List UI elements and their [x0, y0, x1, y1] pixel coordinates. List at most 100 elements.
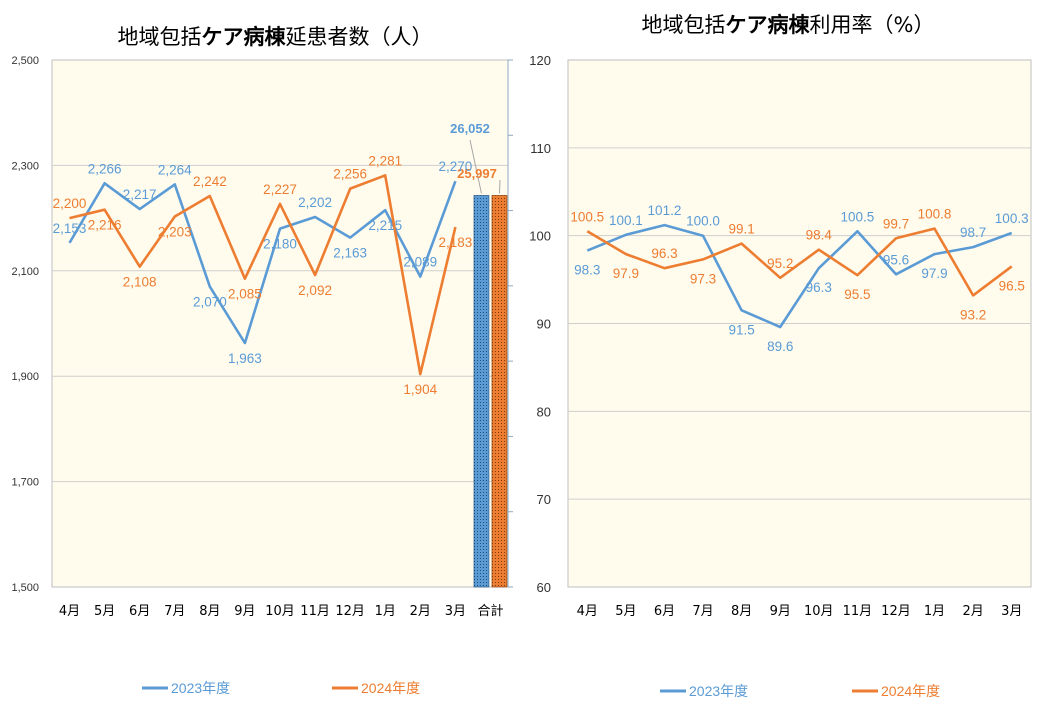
x-tick-label: 9月 [770, 604, 791, 619]
utilization-legend: 2023年度 2024年度 [660, 683, 940, 699]
patients-legend: 2023年度 2024年度 [142, 680, 420, 696]
y-tick-label: 1,900 [11, 371, 39, 383]
utilization-x-axis: 4月 5月 6月 7月 8月 9月 10月 11月 12月 1月 2月 3月 [577, 604, 1023, 619]
x-tick-label: 5月 [94, 604, 115, 619]
utilization-chart-title: 地域包括ケア病棟利用率（%） [642, 13, 935, 37]
data-label: 2,217 [123, 187, 157, 202]
x-tick-label: 9月 [234, 604, 255, 619]
data-label: 99.1 [728, 222, 754, 237]
x-tick-label: 8月 [199, 604, 220, 619]
data-label: 97.9 [613, 266, 639, 281]
series-line-2023年度 [586, 223, 1013, 329]
data-label: 95.2 [767, 256, 793, 271]
data-label: 2,153 [53, 221, 87, 236]
data-label: 2,200 [53, 196, 87, 211]
data-label: 2,108 [123, 275, 157, 290]
data-label: 2,180 [263, 237, 297, 252]
utilization-data-labels: 98.3 100.1 101.2 100.0 91.5 89.6 96.3 100.5 95.6… [570, 203, 1028, 354]
data-label: 1,963 [228, 351, 262, 366]
y-tick-label: 1,500 [11, 582, 39, 594]
y-tick-label: 120 [529, 53, 551, 68]
legend-2023-label: 2023年度 [689, 683, 748, 699]
data-label: 2,085 [228, 287, 262, 302]
data-label: 101.2 [648, 203, 682, 218]
utilization-title-part-2: ケア病棟 [726, 13, 811, 37]
utilization-y-axis: 60 70 80 90 100 110 120 [529, 53, 551, 595]
series-line-2024年度 [69, 174, 457, 376]
x-tick-label: 11月 [843, 604, 873, 619]
total-label-2023: 26,052 [450, 121, 490, 136]
x-tick-label: 6月 [129, 604, 150, 619]
legend-2023-label: 2023年度 [171, 680, 230, 696]
total-bar-2023年度 [473, 195, 490, 588]
data-label: 100.5 [840, 209, 874, 224]
x-tick-label: 10月 [265, 604, 295, 619]
x-tick-label: 合計 [477, 603, 503, 619]
total-leader-line [469, 139, 482, 194]
data-label: 93.2 [960, 307, 986, 322]
data-label: 2,266 [88, 161, 122, 176]
x-tick-label: 6月 [654, 604, 675, 619]
patients-secondary-axis [507, 59, 513, 588]
series-line-2023年度 [68, 180, 457, 345]
data-label: 98.7 [960, 225, 986, 240]
data-label: 2,163 [333, 246, 367, 261]
patients-title-part-1: 地域包括 [118, 25, 202, 49]
utilization-chart: 地域包括ケア病棟利用率（%） 60 70 80 90 100 110 120 98.3 100… [529, 13, 1032, 619]
data-label: 96.5 [999, 278, 1025, 293]
y-tick-label: 60 [537, 580, 551, 595]
utilization-title-part-1: 地域包括 [642, 13, 726, 37]
legend-2024-label: 2024年度 [881, 683, 940, 699]
data-label: 96.3 [806, 280, 832, 295]
data-label: 2,270 [438, 159, 472, 174]
x-tick-label: 11月 [300, 604, 330, 619]
x-tick-label: 5月 [615, 604, 636, 619]
legend-2024-label: 2024年度 [361, 680, 420, 696]
total-leader-line [498, 179, 501, 194]
y-tick-label: 2,100 [11, 266, 39, 278]
x-tick-label: 1月 [375, 604, 396, 619]
data-label: 2,202 [298, 195, 332, 210]
x-tick-label: 10月 [804, 604, 834, 619]
utilization-title-part-3: 利用率（%） [810, 13, 935, 37]
total-label-2024: 25,997 [457, 166, 497, 181]
data-label: 97.3 [690, 271, 716, 286]
x-tick-label: 3月 [445, 604, 466, 619]
patients-title-part-2: ケア病棟 [202, 25, 287, 49]
data-label: 99.7 [883, 216, 909, 231]
data-label: 100.5 [570, 209, 604, 224]
patients-gridlines [52, 164, 508, 483]
patients-chart: 地域包括ケア病棟延患者数（人） 1,500 1,700 1,900 2,100 2,30… [11, 25, 513, 619]
data-label: 2,203 [158, 225, 192, 240]
x-tick-label: 12月 [335, 604, 365, 619]
total-bar-2024年度 [491, 195, 508, 588]
data-label: 2,070 [193, 295, 227, 310]
x-tick-label: 2月 [962, 604, 983, 619]
data-label: 2,215 [368, 218, 402, 233]
data-label: 89.6 [767, 339, 793, 354]
y-tick-label: 1,700 [11, 477, 39, 489]
data-label: 2,256 [333, 167, 367, 182]
patients-title-part-3: 延患者数（人） [286, 25, 433, 49]
y-tick-label: 2,500 [11, 55, 39, 67]
utilization-series-lines [586, 223, 1013, 329]
data-label: 98.3 [574, 263, 600, 278]
x-tick-label: 2月 [410, 604, 431, 619]
patients-x-axis: 4月 5月 6月 7月 8月 9月 10月 11月 12月 1月 2月 3月 合計 [59, 603, 504, 619]
data-label: 2,227 [263, 182, 297, 197]
series-line-2024年度 [586, 227, 1013, 297]
y-tick-label: 2,300 [11, 160, 39, 172]
data-label: 100.3 [995, 211, 1029, 226]
data-label: 2,183 [438, 235, 472, 250]
data-label: 2,281 [368, 153, 402, 168]
data-label: 95.5 [844, 287, 870, 302]
data-label: 100.0 [686, 214, 720, 229]
data-label: 100.1 [609, 213, 643, 228]
data-label: 2,089 [403, 255, 437, 270]
patients-total-bars [473, 195, 508, 588]
x-tick-label: 1月 [924, 604, 945, 619]
data-label: 2,216 [88, 218, 122, 233]
data-label: 100.8 [918, 207, 952, 222]
